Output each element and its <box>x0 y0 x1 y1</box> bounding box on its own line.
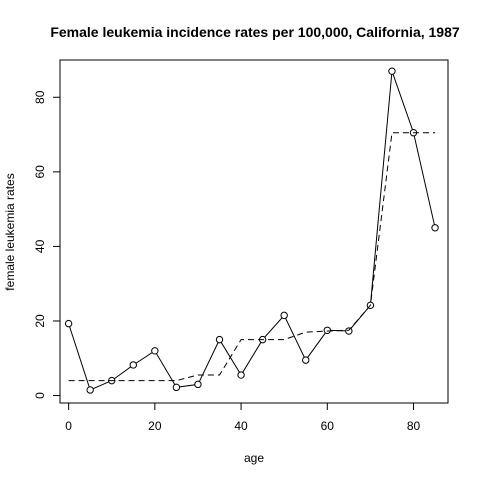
y-tick-label: 20 <box>33 314 47 328</box>
y-axis: 0 20 40 60 80 <box>33 90 61 399</box>
y-tick-label: 40 <box>33 239 47 253</box>
data-point <box>215 335 224 344</box>
data-point <box>345 327 353 335</box>
x-axis: 0 20 40 60 80 <box>65 402 421 433</box>
x-tick-label: 80 <box>407 419 421 433</box>
data-point <box>172 383 181 392</box>
dashed-fit-line <box>68 132 436 382</box>
data-point <box>431 224 439 232</box>
data-point <box>64 319 73 328</box>
rate-line <box>68 71 436 391</box>
data-point <box>86 386 94 394</box>
plot-frame <box>59 59 449 404</box>
y-tick-label: 0 <box>33 392 47 399</box>
x-tick-label: 40 <box>234 419 248 433</box>
data-point <box>323 326 331 334</box>
series-layer <box>64 67 439 394</box>
data-point <box>151 347 159 355</box>
data-point <box>388 67 396 75</box>
data-point <box>280 311 288 320</box>
chart-title: Female leukemia incidence rates per 100,… <box>50 24 460 40</box>
y-axis-label: female leukemia rates <box>3 173 17 290</box>
x-tick-label: 20 <box>148 419 162 433</box>
y-tick-label: 60 <box>33 165 47 179</box>
data-point <box>129 361 137 369</box>
x-tick-label: 0 <box>65 419 72 433</box>
data-point <box>302 356 310 364</box>
x-tick-label: 60 <box>321 419 335 433</box>
y-tick-label: 80 <box>33 90 47 104</box>
data-point <box>237 371 245 379</box>
x-axis-label: age <box>244 451 264 465</box>
data-point <box>194 380 202 389</box>
